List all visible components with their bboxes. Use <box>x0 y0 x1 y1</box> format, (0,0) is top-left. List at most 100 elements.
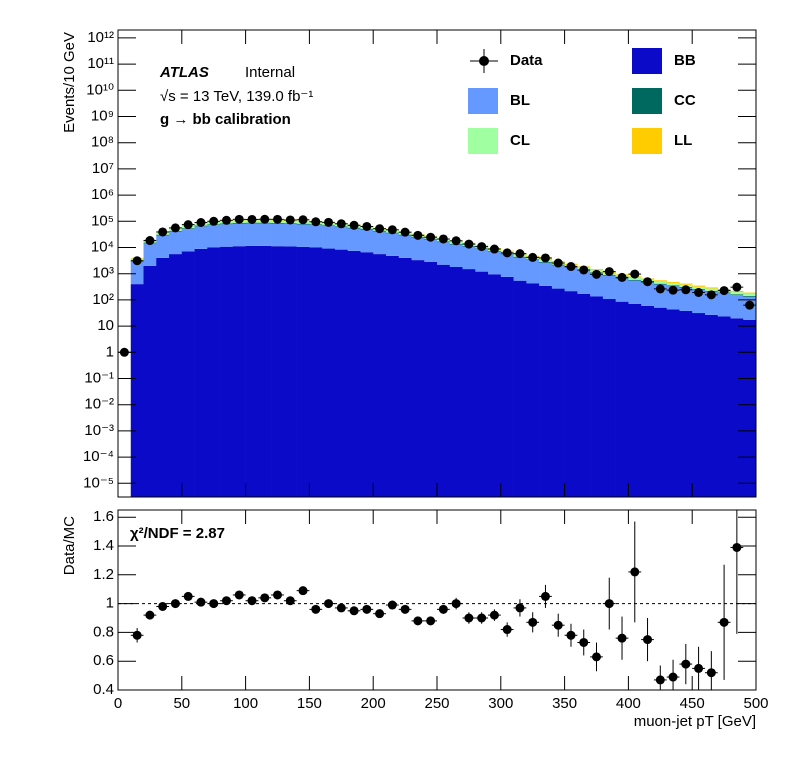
data-point <box>324 217 334 227</box>
data-point <box>489 244 499 254</box>
stack-segment <box>679 287 693 311</box>
stack-segment <box>334 227 348 250</box>
data-point <box>221 215 231 225</box>
ratio-point <box>579 637 589 647</box>
ratio-point <box>694 663 704 673</box>
stack-segment <box>513 257 527 281</box>
data-point <box>515 249 525 259</box>
ratio-point <box>234 590 244 600</box>
stack-segment <box>181 228 195 252</box>
data-point <box>426 232 436 242</box>
ratio-point <box>477 613 487 623</box>
data-point <box>336 219 346 229</box>
y-tick-label: 0.8 <box>93 623 114 640</box>
x-tick-label: 450 <box>680 695 705 712</box>
ratio-point <box>145 610 155 620</box>
stack-segment <box>615 301 629 497</box>
ratio-point <box>209 599 219 609</box>
y-tick-label: 10³ <box>92 265 114 282</box>
y-tick-label: 10⁸ <box>91 134 114 151</box>
y-axis-title: Events/10 GeV <box>61 32 78 133</box>
stack-segment <box>602 299 616 497</box>
data-point <box>273 214 282 224</box>
stack-segment <box>653 283 667 285</box>
ratio-point <box>630 567 640 577</box>
y-tick-label: 1 <box>106 595 114 612</box>
data-point <box>706 290 716 300</box>
stack-segment <box>666 282 680 284</box>
ratio-point <box>387 600 397 610</box>
stack-segment <box>704 314 719 497</box>
data-point <box>413 230 423 240</box>
data-point <box>732 282 742 292</box>
ratio-point <box>464 613 474 623</box>
y-tick-label: 10 <box>97 317 114 334</box>
stack-segment <box>743 293 757 297</box>
stack-segment <box>156 235 170 258</box>
x-tick-label: 500 <box>743 695 768 712</box>
ratio-point <box>324 599 334 609</box>
ratio-point <box>183 591 193 601</box>
stack-segment <box>296 246 310 497</box>
stack-segment <box>475 249 489 272</box>
stack-segment <box>488 274 502 497</box>
y-tick-label: 10² <box>92 291 114 308</box>
stack-segment <box>385 255 400 497</box>
stack-segment <box>220 246 234 497</box>
x-tick-label: 150 <box>297 695 322 712</box>
ratio-point <box>349 606 359 616</box>
ratio-point <box>362 604 372 614</box>
data-point <box>247 214 257 224</box>
y-tick-label: 0.6 <box>93 652 114 669</box>
stack-segment <box>449 267 463 497</box>
legend-label: LL <box>674 132 692 149</box>
y-tick-label: 10⁶ <box>91 186 114 203</box>
ratio-point <box>196 597 206 607</box>
stack-segment <box>207 225 221 248</box>
data-point <box>349 220 359 230</box>
stack-segment <box>347 250 361 497</box>
data-point <box>745 300 755 310</box>
data-point <box>400 227 410 237</box>
stack-segment <box>462 246 476 270</box>
stack-segment <box>398 235 412 258</box>
stack-segment <box>679 310 693 497</box>
ratio-point <box>413 616 423 626</box>
stack-segment <box>730 294 744 296</box>
stack-segment <box>577 270 591 294</box>
stack-segment <box>296 224 310 247</box>
stack-segment <box>641 305 655 497</box>
data-point <box>719 286 729 296</box>
stack-segment <box>717 293 731 317</box>
legend-label: CC <box>674 92 696 109</box>
stack-segment <box>334 249 348 497</box>
data-point <box>630 269 640 279</box>
stack-segment <box>143 265 157 497</box>
stack-segment <box>704 288 719 291</box>
data-point <box>540 253 550 263</box>
ratio-point <box>617 633 627 643</box>
y-tick-label: 10⁹ <box>91 107 114 124</box>
stack-segment <box>730 295 744 319</box>
stack-segment <box>283 246 297 497</box>
data-point <box>183 220 193 230</box>
ratio-point <box>655 675 665 685</box>
stack-segment <box>500 276 514 497</box>
stack-segment <box>283 223 297 247</box>
ratio-point <box>592 652 601 662</box>
y-tick-label: 1.4 <box>93 537 114 554</box>
ratio-point <box>170 599 180 609</box>
stack-segment <box>411 260 425 497</box>
stack-segment <box>143 243 157 266</box>
y-tick-label: 10¹¹ <box>87 55 114 72</box>
y-tick-label: 10⁵ <box>91 212 114 229</box>
legend-marker <box>479 56 489 66</box>
stack-segment <box>628 280 642 304</box>
data-point <box>438 234 448 244</box>
stack-segment <box>169 254 183 497</box>
stack-segment <box>156 257 170 497</box>
ratio-point <box>426 616 436 626</box>
stack-segment <box>258 223 272 246</box>
y-tick-label: 1 <box>106 343 114 360</box>
y-tick-label: 0.4 <box>93 681 114 698</box>
